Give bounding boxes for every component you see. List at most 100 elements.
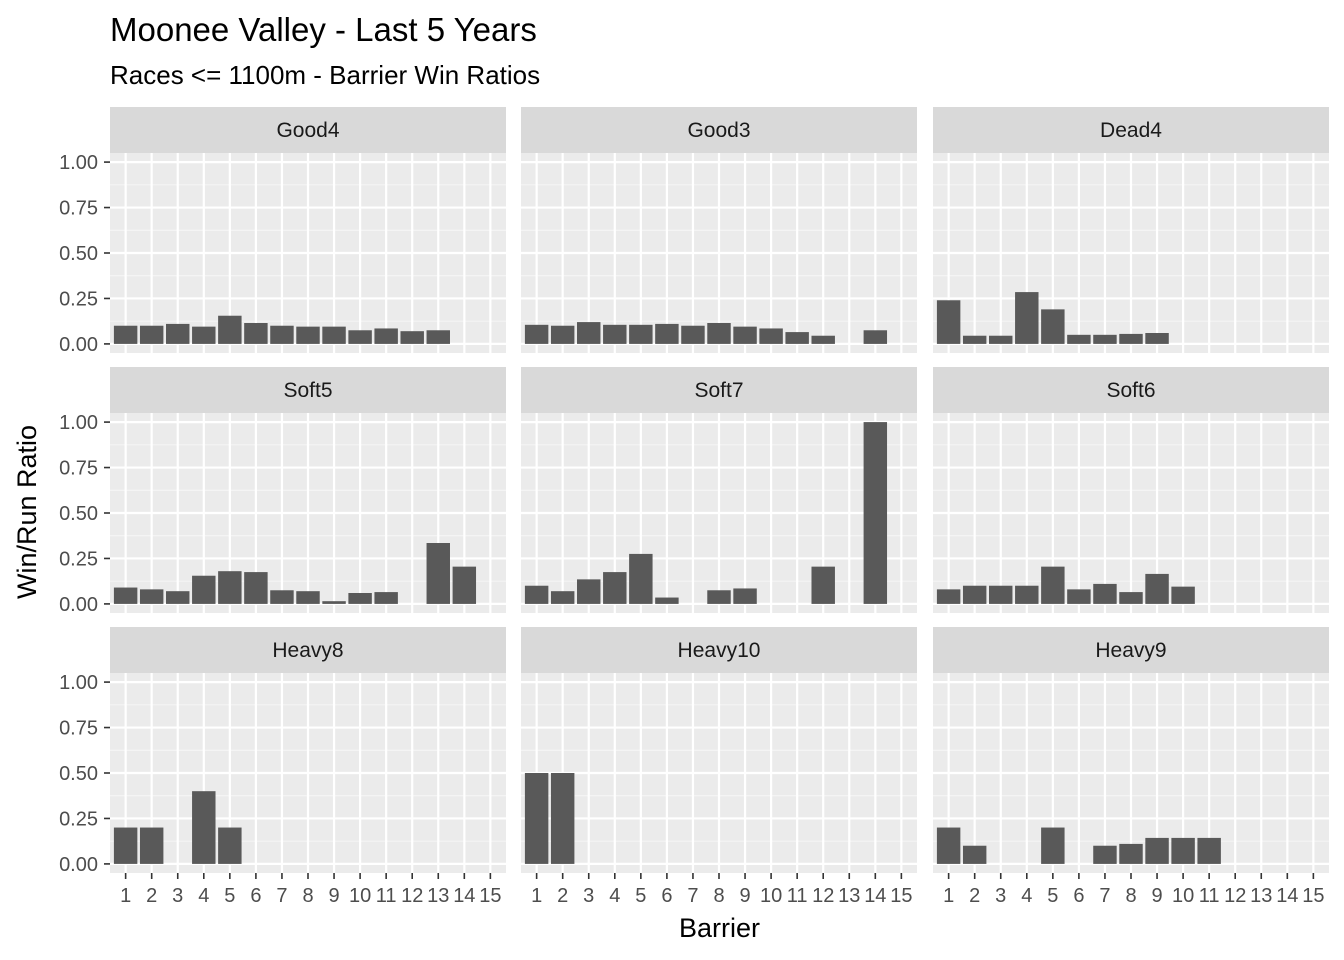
bar-soft5-barrier-4	[192, 575, 216, 604]
bar-soft5-barrier-8	[296, 591, 320, 604]
bar-soft7-barrier-4	[603, 572, 627, 604]
facet-panel-soft6: Soft6	[933, 367, 1329, 613]
x-tick-label: 13	[838, 885, 860, 907]
x-tick-label: 7	[1099, 885, 1110, 907]
x-tick-label: 3	[583, 885, 594, 907]
bar-soft6-barrier-10	[1171, 586, 1195, 604]
x-tick-label: 8	[1125, 885, 1136, 907]
y-tick-label: 0.00	[59, 594, 98, 616]
x-tick-label: 4	[609, 885, 620, 907]
x-tick-label: 8	[302, 885, 313, 907]
facet-panel-soft7: Soft7	[521, 367, 917, 613]
x-tick-label: 5	[224, 885, 235, 907]
bar-heavy8-barrier-2	[139, 827, 164, 864]
bar-soft6-barrier-9	[1145, 573, 1169, 604]
bar-good4-barrier-1	[113, 325, 138, 344]
x-tick-label: 1	[120, 885, 131, 907]
bar-dead4-barrier-2	[962, 335, 987, 344]
y-tick-label: 0.50	[59, 243, 98, 265]
bar-good4-barrier-13	[426, 330, 450, 344]
x-tick-label: 11	[376, 885, 397, 907]
bar-dead4-barrier-3	[989, 335, 1013, 344]
facet-strip	[110, 367, 506, 413]
bar-good3-barrier-3	[577, 322, 601, 344]
bar-soft6-barrier-5	[1041, 566, 1065, 604]
x-tick-label: 14	[864, 885, 886, 907]
facet-strip-label: Heavy8	[272, 639, 343, 662]
facet-strip	[933, 627, 1329, 673]
x-tick-label: 5	[1047, 885, 1058, 907]
bar-dead4-barrier-5	[1041, 309, 1065, 344]
facet-strip	[521, 107, 917, 153]
y-tick-label: 0.75	[59, 198, 98, 220]
bar-soft5-barrier-13	[426, 543, 450, 604]
x-tick-label: 9	[328, 885, 339, 907]
x-tick-label: 14	[453, 885, 475, 907]
facet-panel-soft5: Soft5 0.00 0.25 0.50 0.75 1.00	[59, 367, 506, 616]
facet-strip-label: Soft5	[283, 379, 332, 402]
bar-good3-barrier-14	[863, 330, 888, 344]
bar-soft6-barrier-3	[989, 585, 1013, 604]
bar-good3-barrier-11	[785, 332, 809, 344]
facet-strip	[110, 627, 506, 673]
bar-soft6-barrier-4	[1015, 585, 1039, 604]
x-tick-label: 12	[812, 885, 834, 907]
bar-good3-barrier-10	[759, 328, 783, 344]
bar-soft7-barrier-14	[863, 422, 888, 604]
x-tick-label: 1	[531, 885, 542, 907]
x-tick-label: 2	[146, 885, 157, 907]
facet-strip-label: Soft7	[694, 379, 743, 402]
bar-good3-barrier-6	[655, 323, 679, 344]
y-tick-label: 0.00	[59, 334, 98, 356]
bar-soft7-barrier-1	[524, 585, 549, 604]
facet-panel-good4: Good4 0.00 0.25 0.50 0.75 1.00	[59, 107, 506, 356]
bar-heavy9-barrier-1	[936, 827, 961, 864]
bar-good3-barrier-2	[550, 325, 575, 344]
y-tick-label: 1.00	[59, 152, 98, 174]
bar-soft5-barrier-14	[452, 566, 477, 604]
x-tick-label: 6	[250, 885, 261, 907]
y-tick-label: 0.25	[59, 548, 98, 570]
x-tick-label: 3	[172, 885, 183, 907]
bar-good4-barrier-10	[348, 330, 372, 344]
y-tick-label: 1.00	[59, 672, 98, 694]
bar-soft7-barrier-2	[550, 591, 575, 604]
y-tick-label: 0.00	[59, 854, 98, 876]
x-tick-label: 11	[1199, 885, 1220, 907]
x-tick-label: 10	[760, 885, 782, 907]
bar-good4-barrier-12	[400, 331, 424, 344]
bar-good3-barrier-8	[707, 323, 731, 344]
bar-soft6-barrier-6	[1067, 589, 1091, 604]
bar-heavy9-barrier-7	[1093, 845, 1117, 864]
x-tick-label: 10	[1172, 885, 1194, 907]
facet-strip-label: Heavy10	[678, 639, 761, 662]
facet-strip	[521, 627, 917, 673]
facet-strip-label: Dead4	[1100, 119, 1162, 142]
chart-title: Moonee Valley - Last 5 Years	[110, 11, 537, 48]
bar-good4-barrier-6	[244, 323, 268, 344]
bar-soft6-barrier-8	[1119, 592, 1143, 604]
bar-good4-barrier-8	[296, 326, 320, 344]
x-tick-label: 4	[198, 885, 209, 907]
facet-strip-label: Heavy9	[1095, 639, 1166, 662]
facet-panel-dead4: Dead4	[933, 107, 1329, 353]
bar-soft7-barrier-8	[707, 590, 731, 604]
y-tick-label: 0.25	[59, 288, 98, 310]
chart-subtitle: Races <= 1100m - Barrier Win Ratios	[110, 60, 540, 90]
bar-good3-barrier-7	[681, 325, 705, 344]
bar-heavy9-barrier-5	[1041, 827, 1065, 864]
x-tick-label: 2	[557, 885, 568, 907]
x-axis-title: Barrier	[679, 913, 760, 943]
bar-good4-barrier-5	[218, 315, 242, 344]
bar-soft5-barrier-1	[113, 587, 138, 604]
bar-dead4-barrier-1	[936, 300, 961, 344]
bar-soft7-barrier-3	[577, 579, 601, 604]
facet-strip-label: Soft6	[1106, 379, 1155, 402]
bar-soft5-barrier-5	[218, 571, 242, 604]
bar-good3-barrier-4	[603, 324, 627, 344]
bar-heavy9-barrier-11	[1197, 837, 1221, 864]
